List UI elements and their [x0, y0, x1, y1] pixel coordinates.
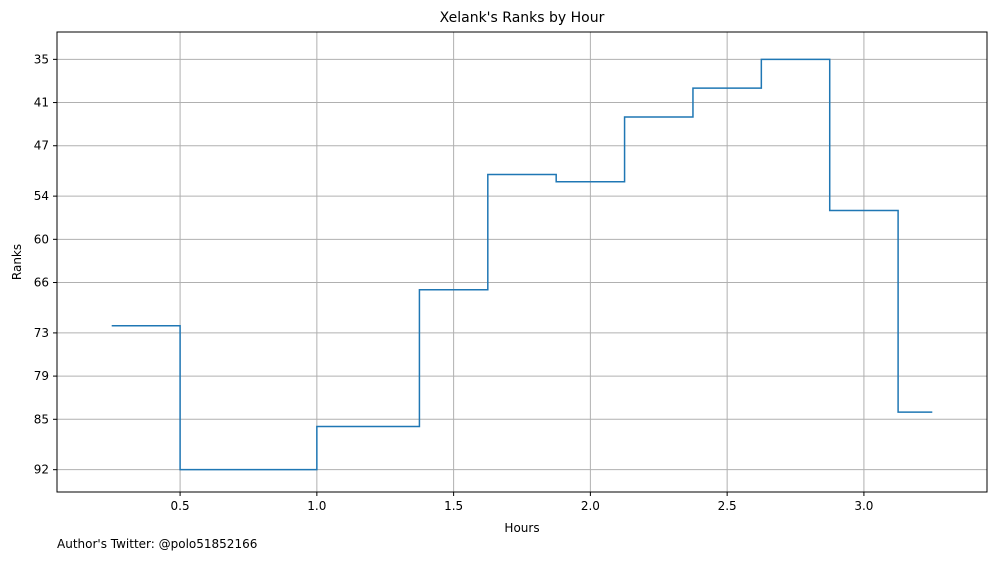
- author-credit: Author's Twitter: @polo51852166: [57, 537, 258, 551]
- series-layer: [111, 58, 933, 471]
- x-tick-label: 1.0: [307, 499, 326, 513]
- y-tick-label: 85: [34, 412, 49, 426]
- x-tick-label: 3.0: [854, 499, 873, 513]
- y-tick-label: 66: [34, 276, 49, 290]
- y-tick-label: 54: [34, 189, 49, 203]
- y-tick-label: 47: [34, 139, 49, 153]
- x-axis-label: Hours: [504, 521, 539, 535]
- x-tick-label: 0.5: [171, 499, 190, 513]
- rank-series-line: [111, 58, 933, 471]
- y-tick-label: 41: [34, 96, 49, 110]
- y-tick-label: 79: [34, 369, 49, 383]
- y-tick-label: 73: [34, 326, 49, 340]
- y-tick-label: 92: [34, 463, 49, 477]
- x-tick-label: 1.5: [444, 499, 463, 513]
- chart-title: Xelank's Ranks by Hour: [440, 10, 605, 26]
- x-tick-label: 2.5: [718, 499, 737, 513]
- plot-frame: [56, 31, 988, 493]
- axis-ticks: 0.5 1.0 1.5 2.0 2.5 3.0 35 41 47 54 60 66 73 79 85 92: [34, 52, 874, 513]
- grid-lines: [57, 32, 987, 492]
- y-axis-label: Ranks: [10, 244, 24, 280]
- y-tick-label: 60: [34, 232, 49, 246]
- x-tick-label: 2.0: [581, 499, 600, 513]
- y-tick-label: 35: [34, 52, 49, 66]
